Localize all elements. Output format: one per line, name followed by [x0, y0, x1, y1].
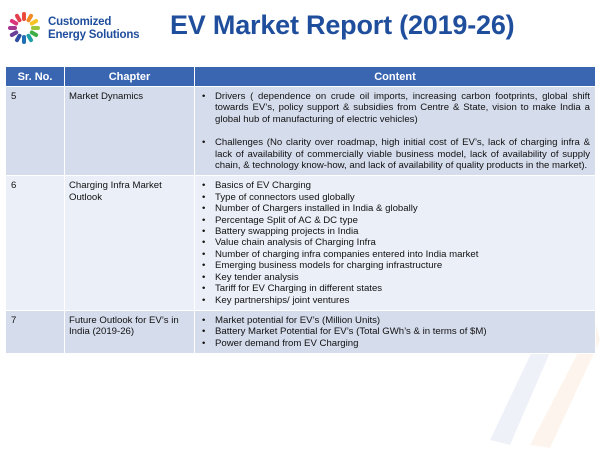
table-row: 7 Future Outlook for EV’s in India (2019… — [5, 309, 596, 355]
row-number: 7 — [5, 309, 65, 355]
company-logo: Customized Energy Solutions — [6, 8, 140, 52]
row-number: 6 — [5, 175, 65, 311]
column-header-sr-no: Sr. No. — [5, 66, 65, 87]
list-item: Challenges (No clarity over roadmap, hig… — [202, 137, 590, 171]
table-row: 5 Market Dynamics Drivers ( dependence o… — [5, 85, 596, 177]
list-item: Number of charging infra companies enter… — [202, 249, 590, 261]
list-item: Battery swapping projects in India — [202, 226, 590, 238]
chapter-name: Charging Infra Market Outlook — [64, 175, 195, 311]
column-header-chapter: Chapter — [64, 66, 195, 87]
list-item: Key tender analysis — [202, 272, 590, 284]
list-item: Value chain analysis of Charging Infra — [202, 237, 590, 249]
chapter-table: Sr. No. Chapter Content 5 Market Dynamic… — [5, 66, 596, 355]
table-row: 6 Charging Infra Market Outlook Basics o… — [5, 175, 596, 311]
list-item: Basics of EV Charging — [202, 180, 590, 192]
content-cell: Basics of EV Charging Type of connectors… — [194, 175, 596, 311]
row-number: 5 — [5, 85, 65, 177]
logo-line-1: Customized — [48, 16, 112, 28]
sunburst-logo-icon — [8, 12, 40, 44]
logo-line-2: Energy Solutions — [48, 29, 140, 41]
list-item: Number of Chargers installed in India & … — [202, 203, 590, 215]
column-header-content: Content — [194, 66, 596, 87]
table-header-row: Sr. No. Chapter Content — [5, 66, 596, 87]
list-item: Key partnerships/ joint ventures — [202, 295, 590, 307]
content-list: Market potential for EV’s (Million Units… — [199, 315, 590, 350]
content-cell: Drivers ( dependence on crude oil import… — [194, 85, 596, 177]
list-item: Emerging business models for charging in… — [202, 260, 590, 272]
chapter-name: Market Dynamics — [64, 85, 195, 177]
content-list: Basics of EV Charging Type of connectors… — [199, 180, 590, 307]
list-item: Type of connectors used globally — [202, 192, 590, 204]
logo-text: Customized Energy Solutions — [48, 16, 140, 42]
list-item: Power demand from EV Charging — [202, 338, 590, 350]
content-list: Drivers ( dependence on crude oil import… — [199, 91, 590, 171]
list-item: Market potential for EV’s (Million Units… — [202, 315, 590, 327]
content-cell: Market potential for EV’s (Million Units… — [194, 309, 596, 355]
page-title: EV Market Report (2019-26) — [170, 10, 515, 40]
list-item: Tariff for EV Charging in different stat… — [202, 283, 590, 295]
list-item: Battery Market Potential for EV’s (Total… — [202, 326, 590, 338]
chapter-name: Future Outlook for EV’s in India (2019-2… — [64, 309, 195, 355]
list-item: Drivers ( dependence on crude oil import… — [202, 91, 590, 125]
list-item: Percentage Split of AC & DC type — [202, 215, 590, 227]
